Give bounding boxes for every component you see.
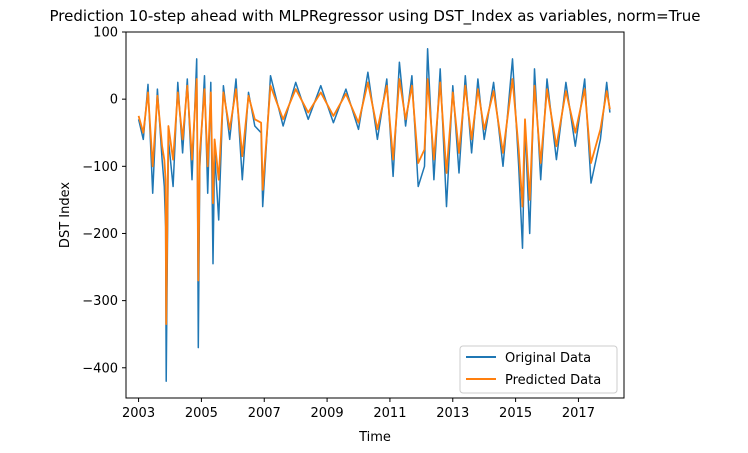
plot-area [126,32,624,398]
y-axis-label: DST Index [58,182,73,248]
y-tick-label: 100 [93,26,118,41]
x-tick-label: 2015 [499,406,532,421]
legend-label-predicted: Predicted Data [505,373,601,388]
legend-label-original: Original Data [505,351,591,366]
x-tick-label: 2017 [562,406,595,421]
x-tick-label: 2007 [248,406,281,421]
y-tick-label: 0 [110,93,118,108]
y-tick-label: −400 [82,361,118,376]
chart-title: Prediction 10-step ahead with MLPRegress… [50,7,701,26]
series-line-predicted [137,78,611,326]
x-tick-label: 2013 [436,406,469,421]
y-tick-label: −300 [82,294,118,309]
legend-box [459,345,618,394]
x-tick-label: 2011 [373,406,406,421]
series-layer [137,48,611,382]
x-axis: 2003 2005 2007 2009 2011 2013 2015 2017 [122,398,595,421]
legend: Original Data Predicted Data [459,345,618,394]
y-tick-label: −200 [82,227,118,242]
y-axis: 100 0 −100 −200 −300 −400 [82,26,126,376]
x-axis-label: Time [358,430,391,445]
x-tick-label: 2005 [185,406,218,421]
y-tick-label: −100 [82,160,118,175]
x-tick-label: 2009 [311,406,344,421]
axes-frame [125,31,625,399]
x-tick-label: 2003 [122,406,155,421]
